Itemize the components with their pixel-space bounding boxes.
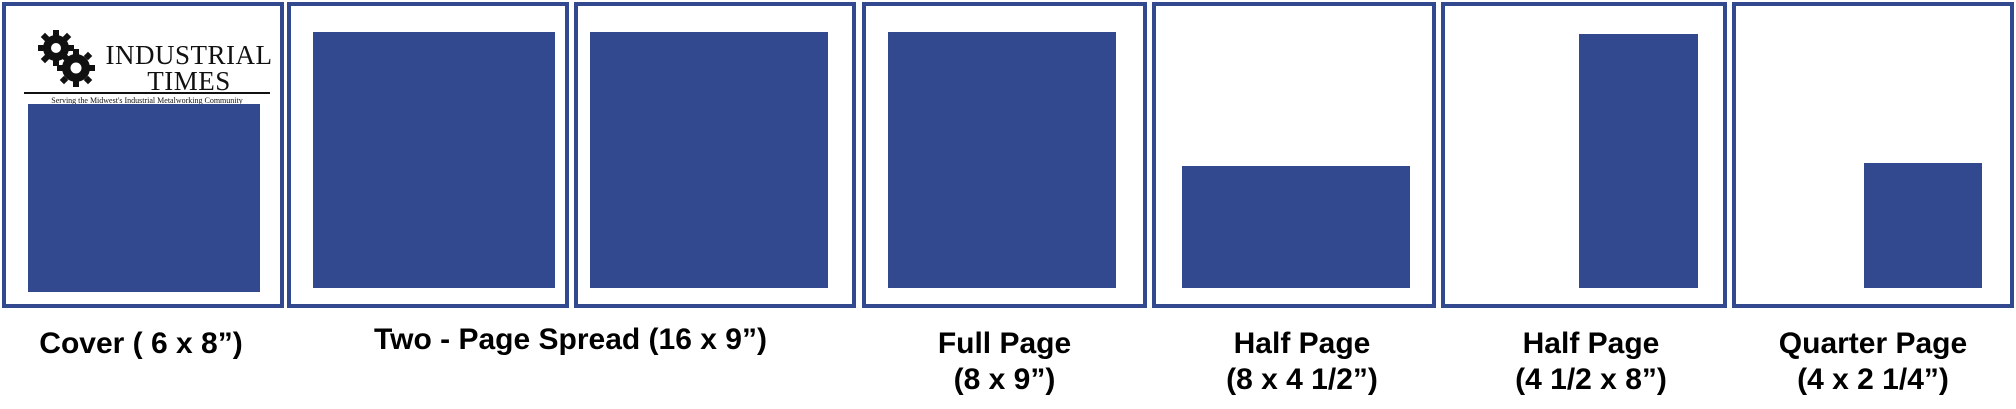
caption-full-page-line1: Full Page xyxy=(937,327,1072,360)
caption-quarter-page: Quarter Page (4 x 2 1/4”) xyxy=(1732,326,2014,398)
caption-two-page-spread-line1: Two - Page Spread (16 x 9”) xyxy=(374,323,767,356)
logo-title: INDUSTRIAL TIMES xyxy=(94,40,284,96)
caption-two-page-spread: Two - Page Spread (16 x 9”) xyxy=(287,322,854,358)
logo-title-line1: INDUSTRIAL xyxy=(105,40,273,70)
caption-half-page-horizontal-line2: (8 x 4 1/2”) xyxy=(1226,363,1378,396)
half-page-vertical-frame xyxy=(1441,2,1727,308)
cover-ad-area xyxy=(28,104,260,292)
quarter-page-ad-area xyxy=(1864,163,1982,288)
caption-half-page-horizontal-line1: Half Page xyxy=(1233,327,1371,360)
half-page-horizontal-ad-area xyxy=(1182,166,1410,288)
caption-quarter-page-line2: (4 x 2 1/4”) xyxy=(1797,363,1949,396)
caption-cover: Cover ( 6 x 8”) xyxy=(2,326,280,362)
full-page-ad-area xyxy=(888,32,1116,288)
caption-quarter-page-line1: Quarter Page xyxy=(1778,327,1968,360)
caption-half-page-vertical-line1: Half Page xyxy=(1522,327,1660,360)
logo-title-line2: TIMES xyxy=(147,66,231,96)
spread-right-ad-area xyxy=(590,32,828,288)
caption-cover-line1: Cover ( 6 x 8”) xyxy=(39,327,243,360)
half-page-vertical-ad-area xyxy=(1579,34,1698,288)
logo-tagline: Serving the Midwest's Industrial Metalwo… xyxy=(51,96,243,105)
caption-full-page-line2: (8 x 9”) xyxy=(953,363,1056,396)
gears-icon xyxy=(38,30,95,87)
caption-full-page: Full Page (8 x 9”) xyxy=(862,326,1147,398)
logo-divider xyxy=(24,92,270,94)
caption-half-page-vertical-line2: (4 1/2 x 8”) xyxy=(1515,363,1667,396)
quarter-page-frame xyxy=(1732,2,2014,308)
caption-half-page-vertical: Half Page (4 1/2 x 8”) xyxy=(1441,326,1741,398)
caption-half-page-horizontal: Half Page (8 x 4 1/2”) xyxy=(1152,326,1452,398)
spread-right-page-frame xyxy=(574,2,856,308)
spread-left-ad-area xyxy=(313,32,555,288)
industrial-times-logo: INDUSTRIAL TIMES Serving the Midwest's I… xyxy=(20,28,286,110)
cover-page-frame: INDUSTRIAL TIMES Serving the Midwest's I… xyxy=(2,2,284,308)
full-page-frame xyxy=(862,2,1147,308)
spread-left-page-frame xyxy=(287,2,569,308)
half-page-horizontal-frame xyxy=(1152,2,1436,308)
